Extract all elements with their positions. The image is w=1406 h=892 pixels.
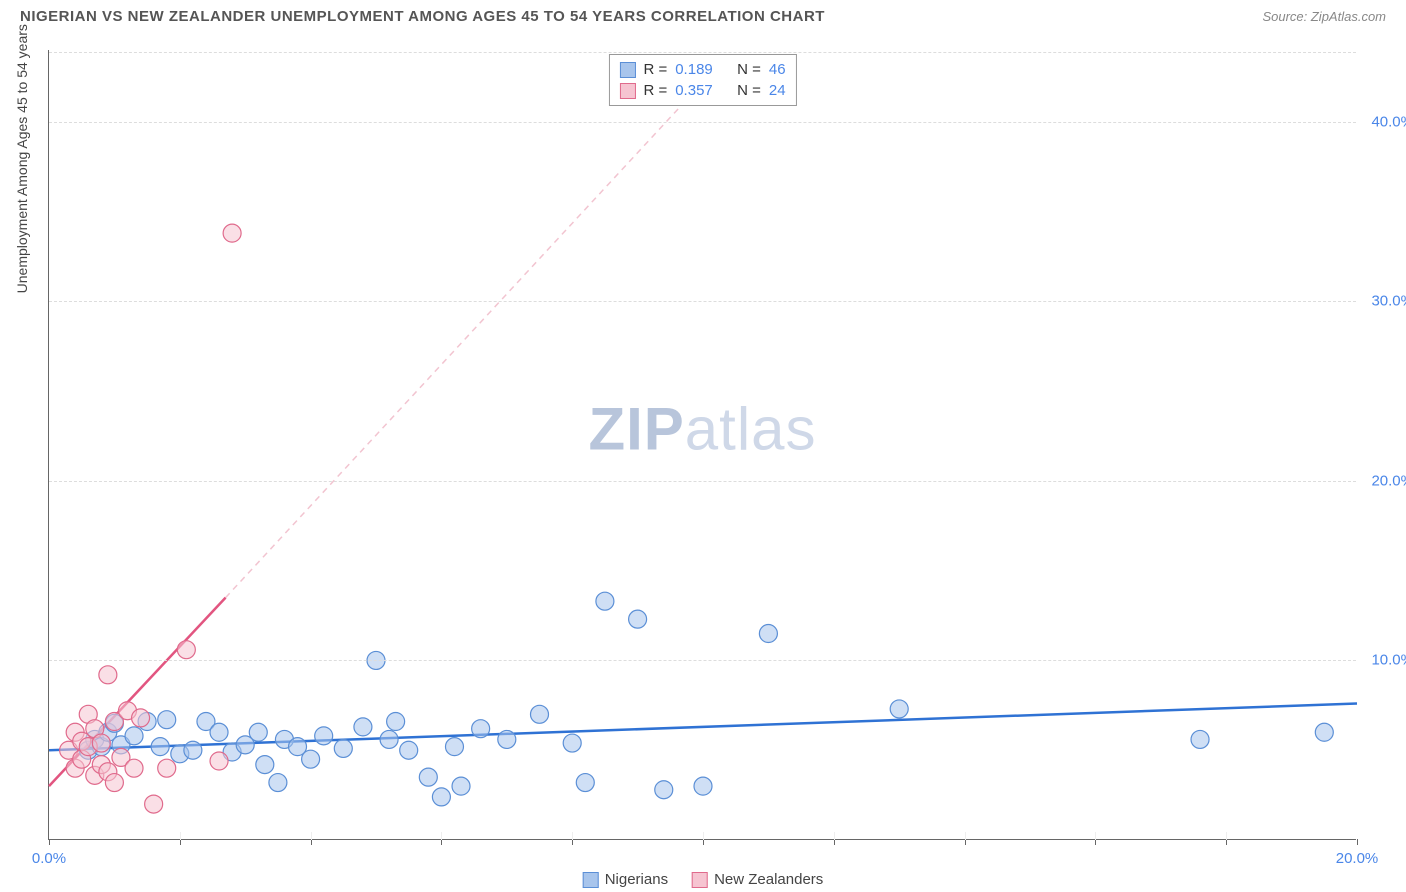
data-point [596,592,614,610]
legend-stat-row: R = 0.357 N = 24 [619,80,785,101]
data-point [400,741,418,759]
legend-stat-row: R = 0.189 N = 46 [619,59,785,80]
data-point [563,734,581,752]
data-point [387,713,405,731]
data-point [177,641,195,659]
scatter-svg [49,50,1356,839]
legend-swatch [583,872,599,888]
x-tick-label: 0.0% [32,850,66,867]
y-tick-label: 30.0% [1371,293,1406,310]
data-point [125,727,143,745]
n-label: N = [737,82,761,99]
data-point [210,752,228,770]
legend-item: Nigerians [583,871,668,888]
data-point [452,777,470,795]
r-label: R = [643,61,667,78]
r-label: R = [643,82,667,99]
data-point [472,720,490,738]
y-axis-title: Unemployment Among Ages 45 to 54 years [14,24,30,293]
data-point [158,711,176,729]
data-point [315,727,333,745]
data-point [184,741,202,759]
data-point [629,610,647,628]
legend-item: New Zealanders [692,871,823,888]
data-point [655,781,673,799]
series-legend: Nigerians New Zealanders [583,871,824,888]
legend-swatch [692,872,708,888]
data-point [158,759,176,777]
data-point [223,224,241,242]
data-point [105,774,123,792]
n-label: N = [737,61,761,78]
data-point [334,739,352,757]
n-value: 46 [769,61,786,78]
data-point [498,730,516,748]
legend-label: New Zealanders [714,871,823,888]
data-point [694,777,712,795]
y-tick-label: 40.0% [1371,113,1406,130]
data-point [302,750,320,768]
data-point [531,705,549,723]
data-point [432,788,450,806]
x-tick-label: 20.0% [1336,850,1379,867]
data-point [1191,730,1209,748]
data-point [759,625,777,643]
legend-swatch [619,62,635,78]
data-point [210,723,228,741]
data-point [419,768,437,786]
data-point [99,666,117,684]
data-point [145,795,163,813]
data-point [151,738,169,756]
data-point [269,774,287,792]
data-point [92,734,110,752]
data-point [132,709,150,727]
legend-swatch [619,83,635,99]
data-point [576,774,594,792]
correlation-legend: R = 0.189 N = 46 R = 0.357 N = 24 [608,54,796,106]
n-value: 24 [769,82,786,99]
data-point [445,738,463,756]
data-point [890,700,908,718]
r-value: 0.357 [675,82,713,99]
y-tick-label: 20.0% [1371,472,1406,489]
legend-label: Nigerians [605,871,668,888]
chart-title: NIGERIAN VS NEW ZEALANDER UNEMPLOYMENT A… [20,8,825,25]
data-point [380,730,398,748]
data-point [256,756,274,774]
data-point [1315,723,1333,741]
data-point [249,723,267,741]
data-point [354,718,372,736]
r-value: 0.189 [675,61,713,78]
y-tick-label: 10.0% [1371,652,1406,669]
data-point [125,759,143,777]
chart-plot-area: ZIPatlas R = 0.189 N = 46 R = 0.357 N = … [48,50,1356,840]
source-label: Source: ZipAtlas.com [1262,9,1386,24]
